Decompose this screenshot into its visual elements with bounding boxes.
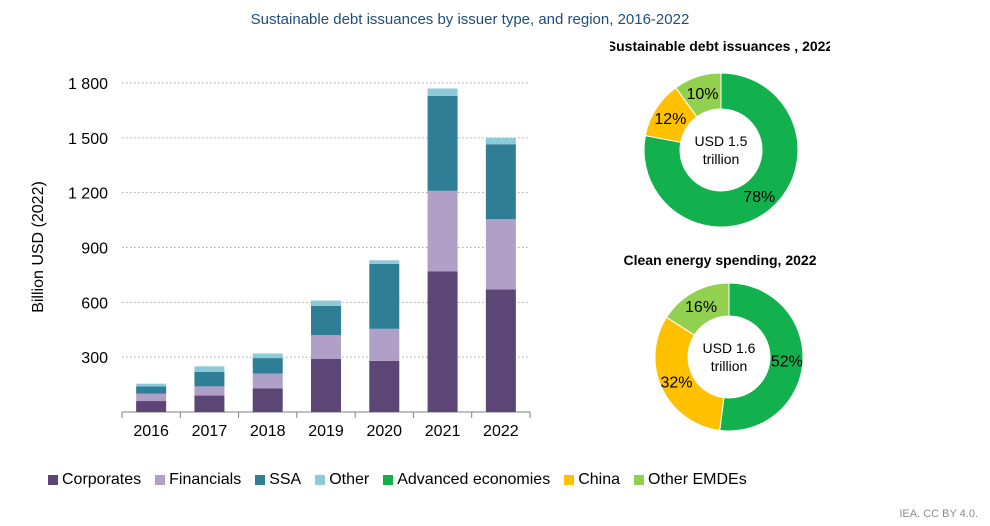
bar-segment-financials xyxy=(485,219,516,290)
y-tick-label: 900 xyxy=(81,241,108,258)
bar-segment-ssa xyxy=(485,144,516,220)
donut-slice-other-emdes xyxy=(675,72,722,118)
donut-slice-advanced-economies xyxy=(643,72,799,228)
bar-segment-other xyxy=(252,353,283,359)
legend-swatch xyxy=(634,475,645,485)
legend-label: Corporates xyxy=(62,471,142,488)
bar-segment-corporates xyxy=(194,395,225,412)
y-tick-label: 600 xyxy=(81,295,108,312)
legend-label: China xyxy=(578,471,621,488)
bar-segment-other xyxy=(136,383,167,387)
donut-slice-label: 52% xyxy=(771,354,803,371)
bar-segment-ssa xyxy=(136,386,167,394)
donut-slice-china xyxy=(654,316,725,431)
legend-item-ssa: SSA xyxy=(255,471,301,489)
legend-swatch xyxy=(315,475,326,485)
donut-title: Clean energy spending, 2022 xyxy=(624,252,817,268)
donut-center-value: USD 1.5 xyxy=(695,133,748,149)
legend-label: SSA xyxy=(269,471,302,488)
y-axis-label: Billion USD (2022) xyxy=(30,181,47,313)
source-credit: IEA. CC BY 4.0. xyxy=(899,508,978,520)
x-tick-label: 2022 xyxy=(483,423,519,440)
legend: Corporates Financials SSA Other Advanced eco… xyxy=(48,471,761,489)
donut-slice-label: 10% xyxy=(686,86,718,103)
bar-segment-other xyxy=(485,137,516,145)
chart-title: Sustainable debt issuances by issuer typ… xyxy=(250,11,690,28)
bar-segment-corporates xyxy=(136,401,167,412)
legend-label: Other xyxy=(329,471,370,488)
legend-swatch xyxy=(48,475,58,485)
y-tick-label: 1 200 xyxy=(68,186,108,203)
legend-item-china: China xyxy=(564,471,620,489)
legend-swatch xyxy=(255,475,266,485)
legend-item-corporates: Corporates xyxy=(48,471,141,489)
legend-item-other: Other xyxy=(315,471,369,489)
bar-segment-financials xyxy=(311,335,341,359)
legend-label: Advanced economies xyxy=(397,471,551,488)
donut-slice-advanced-economies xyxy=(719,282,804,432)
legend-swatch xyxy=(155,475,166,485)
bar-segment-other xyxy=(194,366,225,372)
bar-segment-ssa xyxy=(369,263,400,329)
y-tick-label: 1 500 xyxy=(68,131,108,148)
y-tick-label: 300 xyxy=(81,350,108,367)
donut-chart-sustainable-debt: Sustainable debt issuances , 2022 78% 12%1… xyxy=(610,38,830,228)
legend-item-financials: Financials xyxy=(155,471,241,489)
bar-segment-corporates xyxy=(427,271,458,412)
x-tick-label: 2018 xyxy=(250,423,286,440)
bar-segment-financials xyxy=(427,190,458,272)
donut-slice-label: 12% xyxy=(654,111,686,128)
bar-segment-corporates xyxy=(252,388,283,412)
bar-segment-other xyxy=(427,88,458,96)
bar-segment-financials xyxy=(369,328,400,361)
bar-segment-corporates xyxy=(311,358,341,412)
donut-slice-other-emdes xyxy=(665,282,730,336)
donut-slice-label: 16% xyxy=(685,299,717,316)
legend-label: Financials xyxy=(169,471,242,488)
bar-segment-ssa xyxy=(427,95,458,191)
donut-slice-label: 78% xyxy=(743,189,775,206)
donut-slice-label: 32% xyxy=(661,375,693,392)
donut-center-unit: trillion xyxy=(711,358,748,374)
donut-chart-clean-energy: Clean energy spending, 2022 52% 32% 16% USD … xyxy=(624,252,817,432)
legend-item-other-emdes: Other EMDEs xyxy=(634,471,747,489)
legend-swatch xyxy=(383,475,394,485)
bar-segment-ssa xyxy=(194,371,225,387)
bar-segment-corporates xyxy=(369,360,400,412)
donut-center-value: USD 1.6 xyxy=(703,340,756,356)
bar-segment-financials xyxy=(194,386,225,396)
legend-label: Other EMDEs xyxy=(648,471,747,488)
bar-segment-ssa xyxy=(252,358,283,374)
bar-segment-ssa xyxy=(311,305,341,336)
x-tick-label: 2016 xyxy=(133,423,169,440)
bar-segment-financials xyxy=(252,373,283,389)
x-tick-label: 2020 xyxy=(366,423,402,440)
x-tick-label: 2021 xyxy=(425,423,461,440)
legend-swatch xyxy=(564,475,575,485)
legend-item-advanced-economies: Advanced economies xyxy=(383,471,550,489)
bar-segment-other xyxy=(369,260,400,264)
stacked-bar-chart: 300 600 900 1 200 1 500 1 800 2016 2017 2018 2019… xyxy=(30,76,531,440)
bar-segment-other xyxy=(311,300,341,306)
bar-segment-corporates xyxy=(485,289,516,412)
donut-center-unit: trillion xyxy=(703,151,740,167)
donut-title: Sustainable debt issuances , 2022 xyxy=(610,38,830,54)
x-tick-label: 2019 xyxy=(308,423,344,440)
bar-segment-financials xyxy=(136,393,167,402)
x-tick-label: 2017 xyxy=(192,423,228,440)
y-tick-label: 1 800 xyxy=(68,76,108,93)
